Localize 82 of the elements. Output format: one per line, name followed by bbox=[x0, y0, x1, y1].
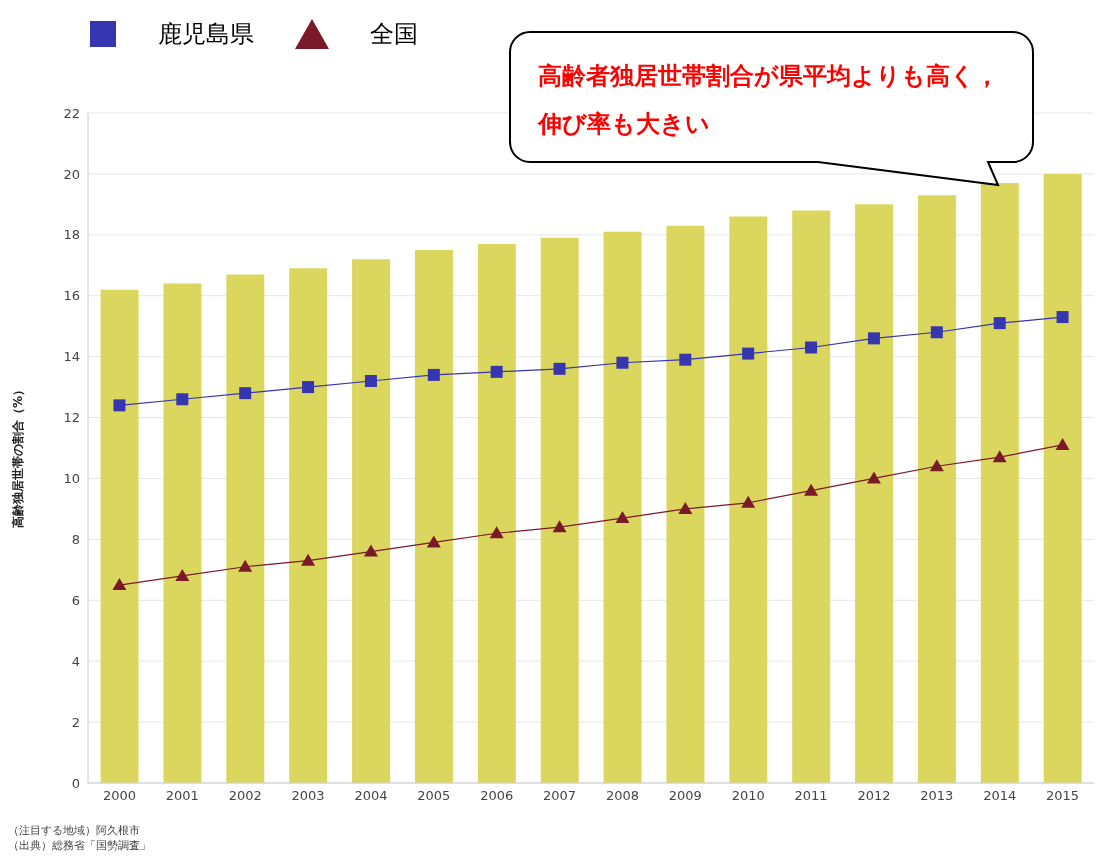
x-tick-label: 2014 bbox=[983, 788, 1017, 804]
point bbox=[490, 365, 503, 378]
x-tick-label: 2013 bbox=[920, 788, 954, 804]
y-tick-label: 18 bbox=[63, 227, 80, 243]
bar bbox=[477, 243, 516, 783]
bar bbox=[352, 259, 391, 783]
point bbox=[741, 495, 756, 508]
point bbox=[426, 535, 441, 548]
text: （注目する地域）阿久根市 bbox=[8, 823, 141, 838]
point bbox=[805, 341, 818, 354]
bar bbox=[414, 250, 453, 783]
bar bbox=[917, 195, 956, 783]
x-tick-label: 2012 bbox=[857, 788, 891, 804]
point bbox=[804, 483, 819, 496]
bar bbox=[855, 204, 894, 783]
point bbox=[866, 471, 881, 484]
point bbox=[175, 568, 190, 581]
point bbox=[615, 511, 630, 524]
point bbox=[616, 356, 629, 369]
x-tick-label: 2005 bbox=[417, 788, 451, 804]
bar bbox=[226, 274, 265, 783]
legend-label: 全国 bbox=[370, 19, 418, 50]
point bbox=[742, 347, 755, 360]
x-tick-label: 2007 bbox=[543, 788, 577, 804]
bar bbox=[163, 283, 202, 783]
y-tick-label: 10 bbox=[63, 471, 80, 487]
point bbox=[302, 381, 315, 394]
y-tick-label: 4 bbox=[71, 653, 80, 669]
bar bbox=[100, 289, 139, 783]
x-tick-label: 2009 bbox=[668, 788, 702, 804]
legend-label: 鹿児島県 bbox=[158, 19, 254, 50]
point bbox=[1056, 311, 1069, 324]
point bbox=[112, 578, 127, 591]
point bbox=[238, 559, 253, 572]
x-tick-label: 2010 bbox=[731, 788, 765, 804]
point bbox=[553, 362, 566, 375]
x-tick-label: 2003 bbox=[291, 788, 325, 804]
x-tick-label: 2015 bbox=[1046, 788, 1080, 804]
y-tick-label: 0 bbox=[71, 775, 80, 791]
point bbox=[176, 393, 189, 406]
point bbox=[678, 501, 693, 514]
point bbox=[930, 326, 943, 339]
x-tick-label: 2011 bbox=[794, 788, 828, 804]
text: （出典）総務省「国勢調査」 bbox=[8, 838, 151, 853]
point bbox=[363, 544, 378, 557]
bar bbox=[980, 183, 1019, 783]
y-tick-label: 12 bbox=[63, 410, 80, 426]
bar bbox=[1043, 173, 1082, 783]
point bbox=[239, 387, 252, 400]
point bbox=[679, 353, 692, 366]
point bbox=[992, 450, 1007, 463]
point bbox=[301, 553, 316, 566]
point bbox=[552, 520, 567, 533]
x-tick-label: 2008 bbox=[605, 788, 639, 804]
x-tick-label: 2004 bbox=[354, 788, 388, 804]
x-tick-label: 2002 bbox=[228, 788, 262, 804]
point bbox=[364, 375, 377, 387]
y-tick-label: 20 bbox=[63, 166, 80, 182]
point bbox=[929, 459, 944, 472]
y-tick-label: 8 bbox=[71, 531, 80, 547]
point bbox=[113, 399, 126, 412]
x-tick-label: 2000 bbox=[102, 788, 136, 804]
point bbox=[427, 368, 440, 381]
y-tick-label: 16 bbox=[63, 288, 80, 304]
point bbox=[867, 332, 880, 345]
y-axis-title: 高齢独居世帯の割合（%） bbox=[11, 383, 26, 528]
y-tick-label: 2 bbox=[71, 714, 80, 730]
bar bbox=[603, 231, 642, 783]
bar bbox=[540, 237, 579, 783]
point bbox=[993, 317, 1006, 330]
bar bbox=[729, 216, 768, 783]
x-tick-label: 2001 bbox=[165, 788, 199, 804]
point bbox=[1055, 437, 1070, 450]
point bbox=[489, 526, 504, 539]
y-tick-label: 22 bbox=[63, 105, 80, 121]
annotation: 高齢者独居世帯割合が県平均よりも高く，伸び率も大きい bbox=[538, 61, 1000, 140]
bar bbox=[289, 268, 328, 783]
y-tick-label: 6 bbox=[71, 592, 80, 608]
bar bbox=[792, 210, 831, 783]
y-tick-label: 14 bbox=[63, 349, 80, 365]
bar bbox=[666, 225, 705, 783]
x-tick-label: 2006 bbox=[480, 788, 514, 804]
